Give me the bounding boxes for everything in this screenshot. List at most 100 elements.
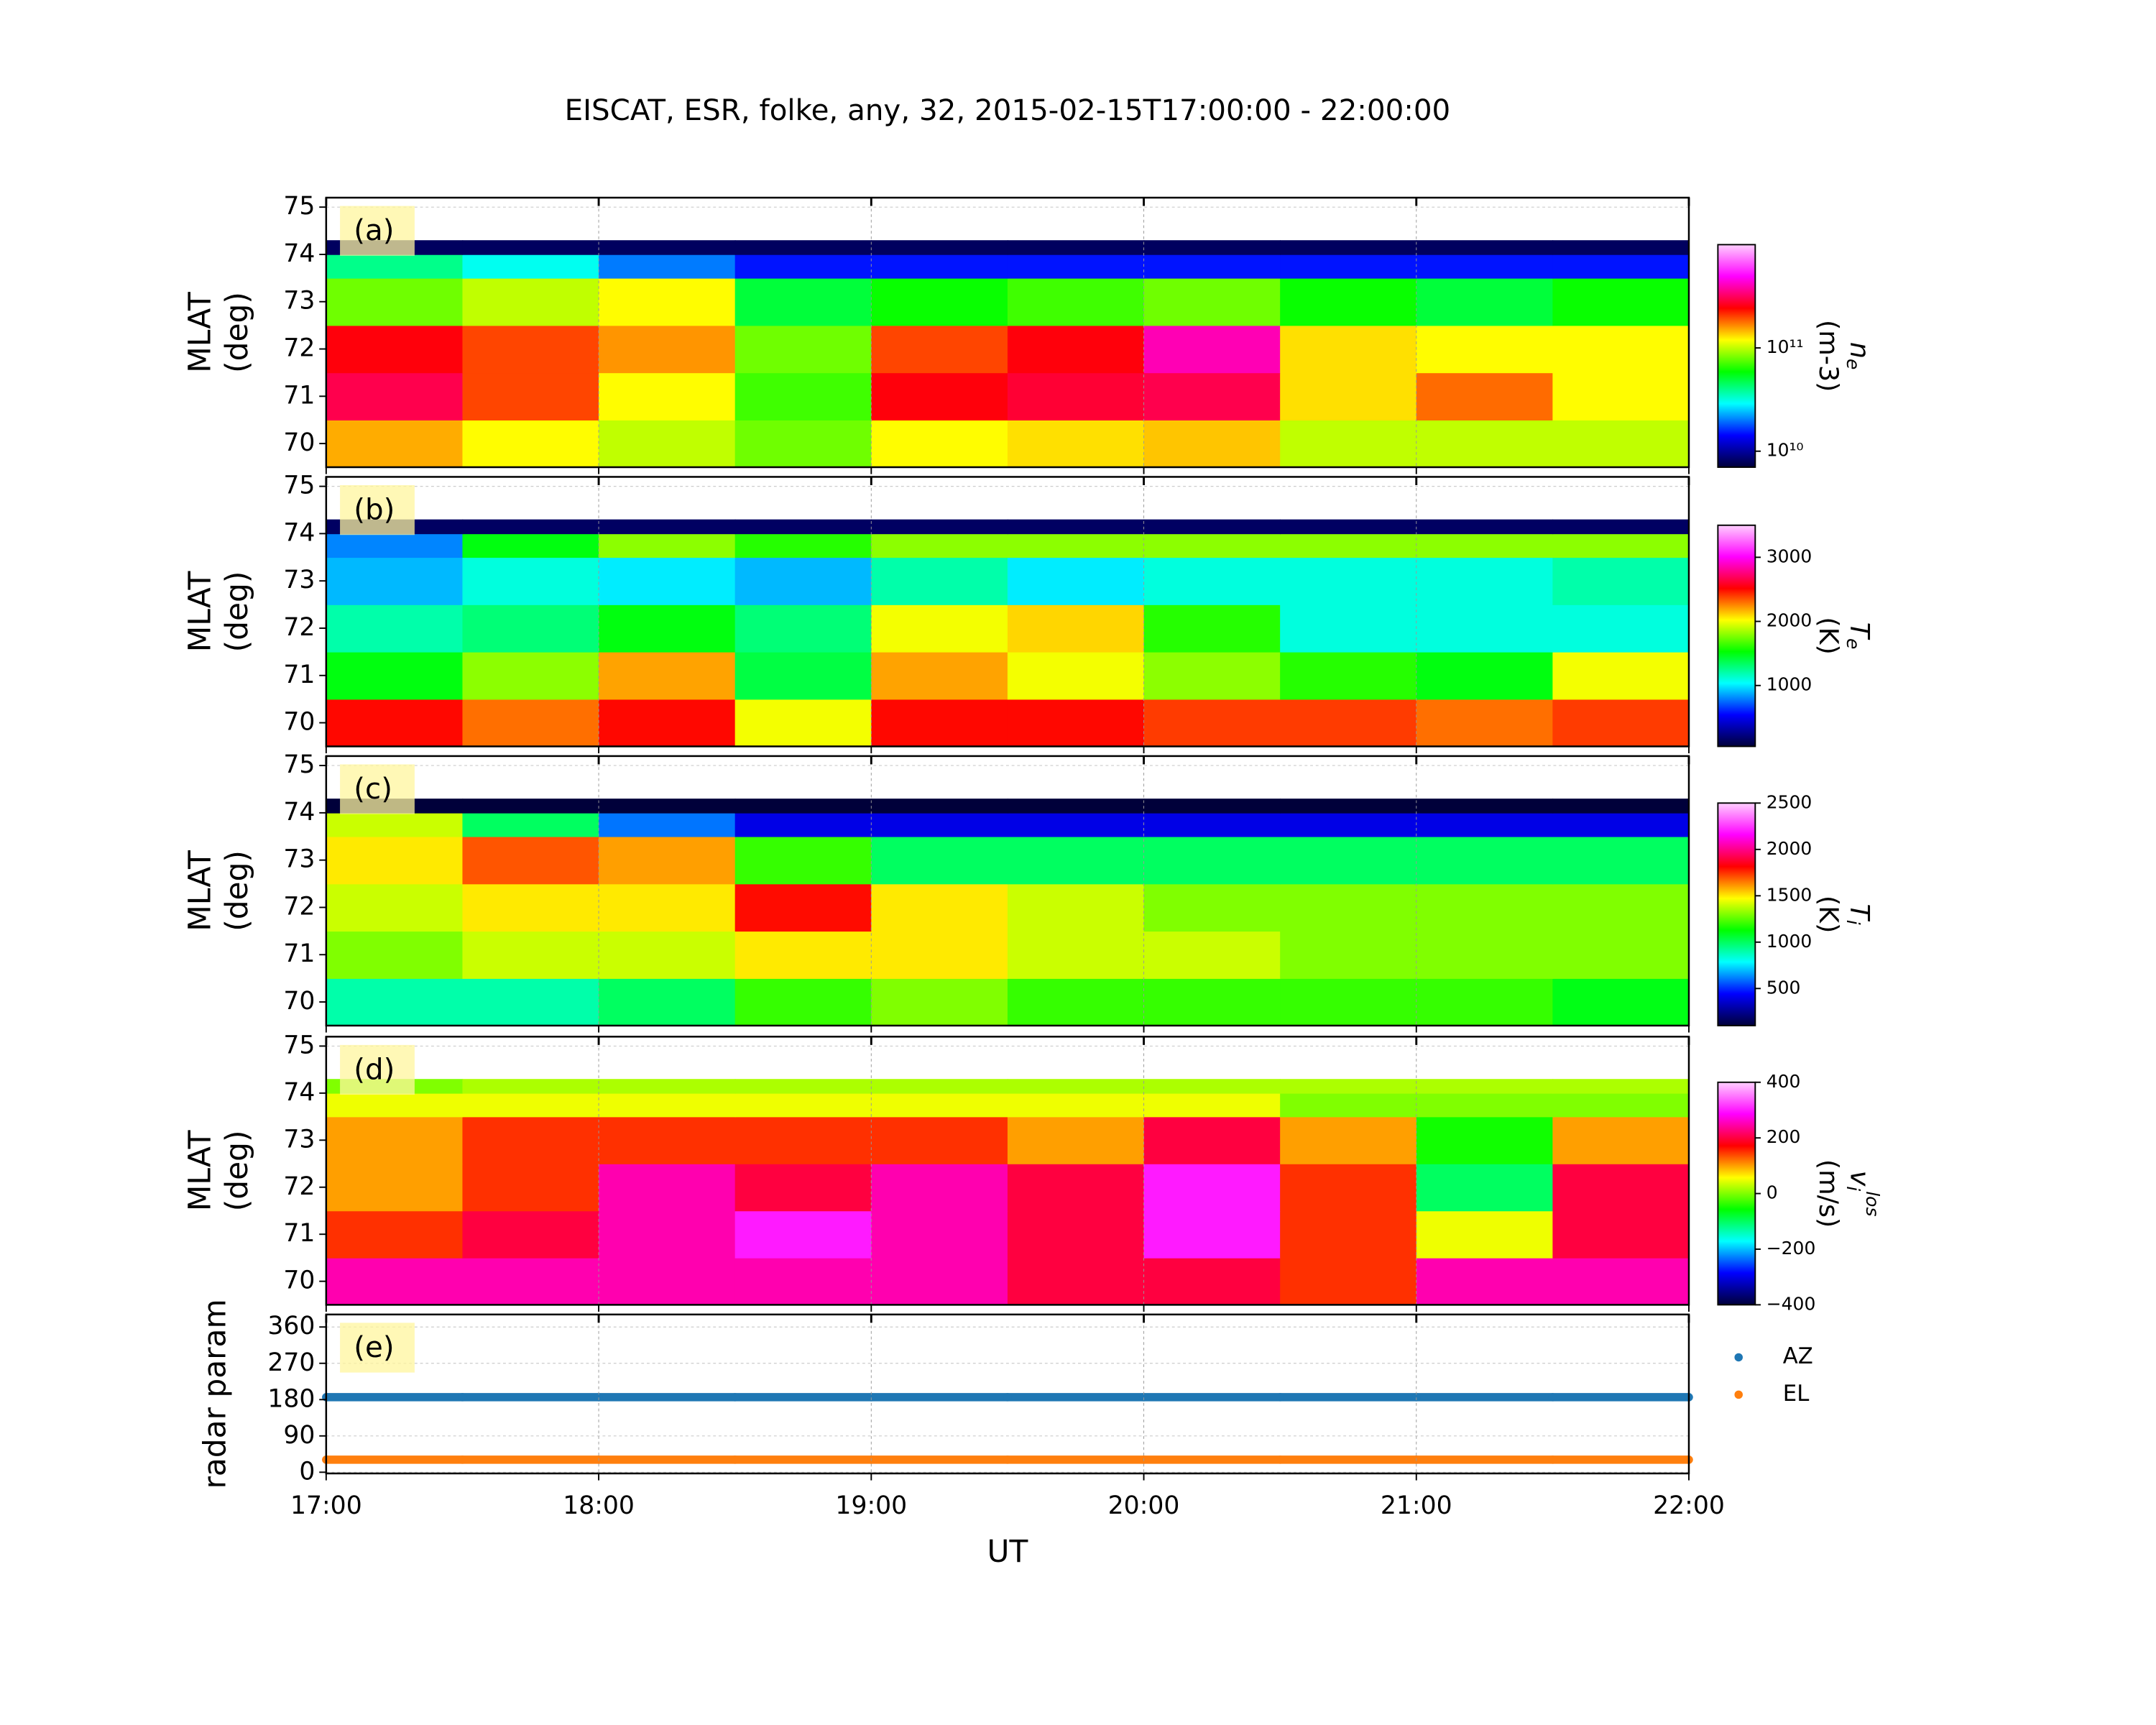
- heatmap-cell: [599, 557, 736, 605]
- heatmap-cell: [1280, 978, 1417, 1026]
- colorbar-tick-label: −200: [1766, 1238, 1816, 1259]
- heatmap-cell: [1143, 240, 1281, 255]
- heatmap-cell: [462, 1092, 599, 1118]
- heatmap-cell: [1007, 277, 1145, 326]
- panel-label-background: [340, 206, 415, 256]
- heatmap-cell: [462, 372, 599, 420]
- x-tick-label: 21:00: [1381, 1491, 1452, 1520]
- heatmap-cell: [1280, 254, 1417, 279]
- heatmap-cell: [599, 651, 736, 700]
- x-tick-label: 18:00: [563, 1491, 635, 1520]
- heatmap-cell: [462, 699, 599, 748]
- colorbar-label-subscript: e: [1843, 359, 1864, 369]
- heatmap-cell: [734, 1210, 872, 1259]
- heatmap-cell: [1280, 1257, 1417, 1306]
- data-point: [1548, 1393, 1557, 1402]
- heatmap-cell: [1143, 1116, 1281, 1164]
- heatmap-cell: [599, 836, 736, 885]
- colorbar-tick-label: −400: [1766, 1293, 1816, 1314]
- heatmap-cell: [1552, 1257, 1690, 1306]
- heatmap-cell: [1416, 277, 1554, 326]
- heatmap-cell: [1007, 1092, 1145, 1118]
- heatmap-cell: [1143, 836, 1281, 885]
- y-tick-label: 74: [283, 239, 315, 268]
- heatmap-cell: [1280, 519, 1417, 535]
- colorbar: [1717, 802, 1756, 1026]
- heatmap-cell: [734, 604, 872, 653]
- heatmap-cell: [1552, 557, 1690, 605]
- y-axis-label: (deg): [219, 1130, 254, 1211]
- heatmap-cell: [326, 812, 464, 837]
- data-point: [867, 1393, 876, 1402]
- heatmap-cell: [871, 277, 1008, 326]
- heatmap-cell: [1143, 325, 1281, 374]
- heatmap-cell: [734, 836, 872, 885]
- heatmap-cell: [326, 836, 464, 885]
- heatmap-cell: [871, 651, 1008, 700]
- heatmap-cell: [1552, 240, 1690, 255]
- y-tick-label: 71: [283, 1219, 315, 1248]
- colorbar-label-unit: (K): [1813, 617, 1844, 654]
- plot-frame: [325, 755, 1690, 1027]
- data-point: [1003, 1455, 1012, 1464]
- heatmap-cell: [1007, 557, 1145, 605]
- heatmap-cell: [734, 372, 872, 420]
- y-tick-label: 71: [283, 661, 315, 689]
- heatmap-cell: [1143, 372, 1281, 420]
- heatmap-cell: [599, 1116, 736, 1164]
- heatmap-cell: [871, 978, 1008, 1026]
- heatmap-cell: [1280, 931, 1417, 979]
- heatmap-cell: [1143, 1092, 1281, 1118]
- heatmap-cell: [1143, 812, 1281, 837]
- colorbar-label-superscript: los: [1862, 1191, 1883, 1216]
- data-point: [1548, 1455, 1557, 1464]
- legend-label: EL: [1783, 1381, 1810, 1407]
- heatmap-cell: [871, 931, 1008, 979]
- data-point: [458, 1393, 467, 1402]
- heatmap-cell: [599, 420, 736, 468]
- y-tick-label: 75: [283, 472, 315, 500]
- heatmap-cell: [462, 1210, 599, 1259]
- heatmap-cell: [734, 812, 872, 837]
- heatmap-cell: [734, 978, 872, 1026]
- heatmap-cell: [1416, 240, 1554, 255]
- figure-title: EISCAT, ESR, folke, any, 32, 2015-02-15T…: [565, 93, 1451, 127]
- heatmap-cell: [462, 651, 599, 700]
- heatmap-cell: [1007, 836, 1145, 885]
- heatmap-cell: [1280, 557, 1417, 605]
- colorbar-label-symbol: v: [1845, 1171, 1876, 1187]
- colorbar-label-subscript: e: [1843, 638, 1864, 649]
- heatmap-cell: [1552, 372, 1690, 420]
- data-point: [1412, 1393, 1421, 1402]
- y-tick-label: 73: [283, 566, 315, 594]
- heatmap-cell: [326, 978, 464, 1026]
- heatmap-cell: [599, 883, 736, 932]
- colorbar-label-subscript: i: [1843, 920, 1864, 925]
- heatmap-cell: [1416, 1092, 1554, 1118]
- heatmap-cell: [871, 1116, 1008, 1164]
- heatmap-cell: [1552, 1210, 1690, 1259]
- data-point: [594, 1393, 603, 1402]
- panel: 10¹⁰ 10¹¹ ne(m-3) 70 71 72 73 74 75 (a) MLAT (deg): [182, 192, 1876, 474]
- heatmap-cell: [871, 1257, 1008, 1306]
- y-axis-label: (deg): [219, 292, 254, 373]
- heatmap-cell: [1416, 557, 1554, 605]
- heatmap-cell: [326, 254, 464, 279]
- heatmap-cell: [599, 372, 736, 420]
- heatmap-cell: [599, 254, 736, 279]
- colorbar-tick-label: 400: [1766, 1071, 1801, 1092]
- y-tick-label: 73: [283, 845, 315, 874]
- heatmap-cell: [1280, 533, 1417, 558]
- heatmap-cell: [1007, 651, 1145, 700]
- heatmap-cell: [734, 651, 872, 700]
- heatmap-cell: [326, 699, 464, 748]
- colorbar-label-symbol: n: [1845, 342, 1876, 359]
- heatmap-cell: [734, 799, 872, 814]
- panel: 500 1000 1500 2000 2500 Ti(K) 70 71 72 73 74 75 (c) M…: [182, 750, 1876, 1033]
- heatmap-cell: [462, 254, 599, 279]
- heatmap-cell: [462, 883, 599, 932]
- y-tick-label: 75: [283, 1031, 315, 1059]
- y-axis-label: MLAT: [182, 1130, 217, 1211]
- heatmap-cell: [1007, 1257, 1145, 1306]
- heatmap-cell: [734, 1257, 872, 1306]
